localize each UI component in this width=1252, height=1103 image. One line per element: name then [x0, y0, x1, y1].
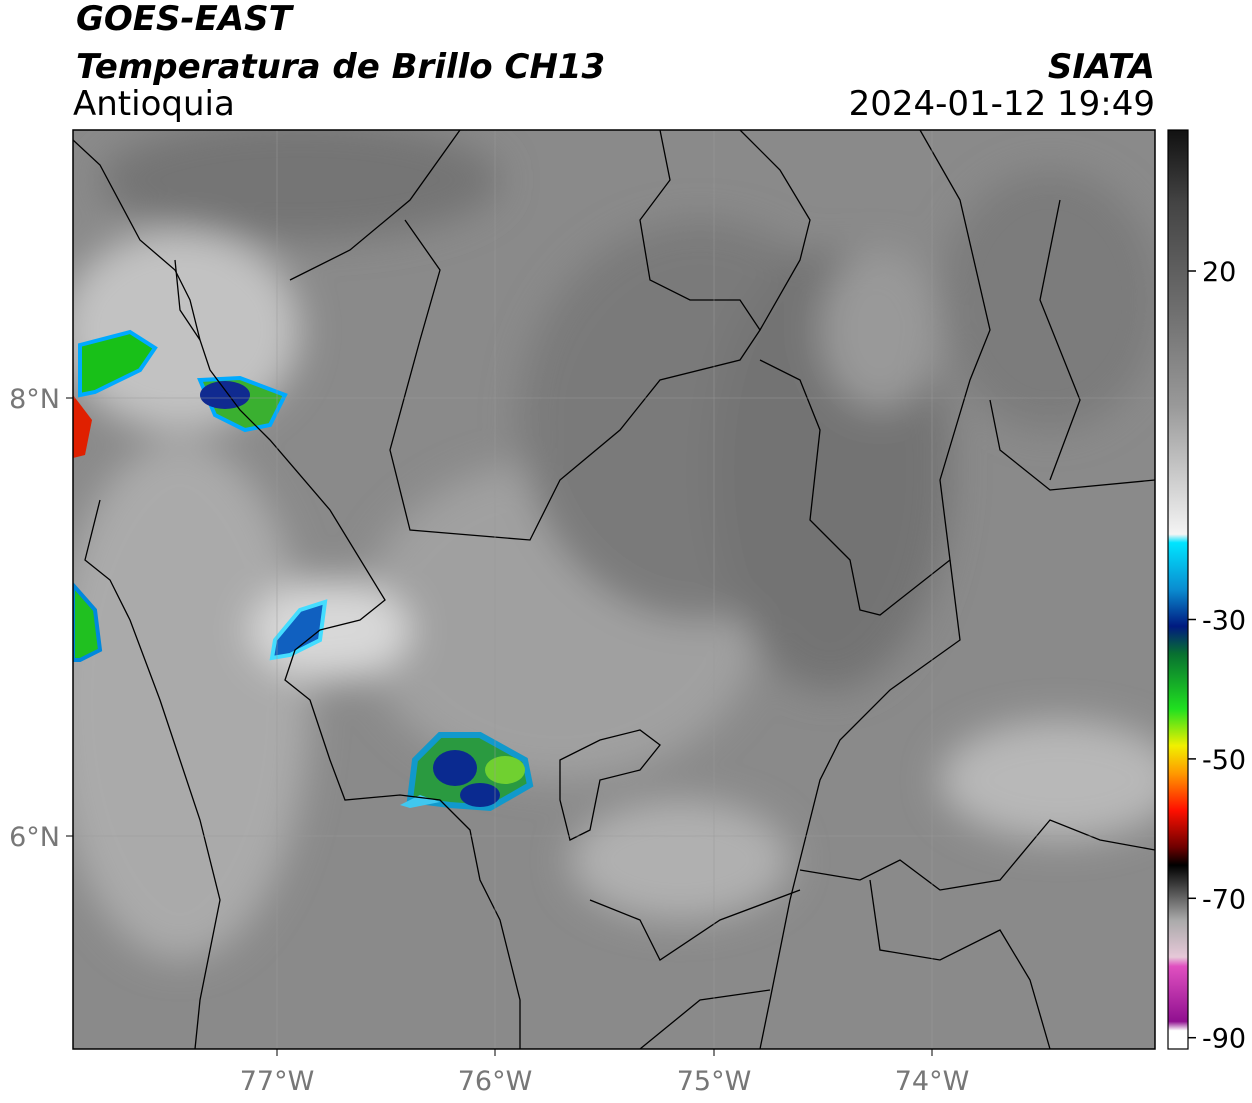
borders — [73, 130, 1155, 1049]
satellite: GOES-EAST — [76, 0, 295, 39]
lon-label: 77°W — [240, 1066, 315, 1097]
region: Antioquia — [73, 84, 235, 124]
colorbar-tick-label: 20 — [1202, 257, 1236, 288]
map — [73, 130, 1155, 1049]
colorbar-tick-label: -50 — [1202, 745, 1246, 776]
lon-label: 74°W — [895, 1066, 970, 1097]
convective-cells — [73, 329, 534, 812]
map-frame — [72, 129, 1156, 1050]
datetime: 2024-01-12 19:49 — [849, 84, 1155, 124]
lat-label: 6°N — [9, 822, 60, 853]
cloud-field — [73, 130, 1155, 960]
lon-label: 75°W — [677, 1066, 752, 1097]
colorbar-tick-label: -30 — [1202, 606, 1246, 637]
colorbar-tick-label: -70 — [1202, 884, 1246, 915]
colorbar — [1167, 129, 1189, 1050]
graticule — [73, 130, 1155, 1049]
colorbar-tick-label: -90 — [1202, 1024, 1246, 1055]
product: Temperatura de Brillo CH13 — [76, 47, 605, 87]
lon-label: 76°W — [458, 1066, 533, 1097]
source: SIATA — [1048, 47, 1155, 87]
lat-label: 8°N — [9, 384, 60, 415]
